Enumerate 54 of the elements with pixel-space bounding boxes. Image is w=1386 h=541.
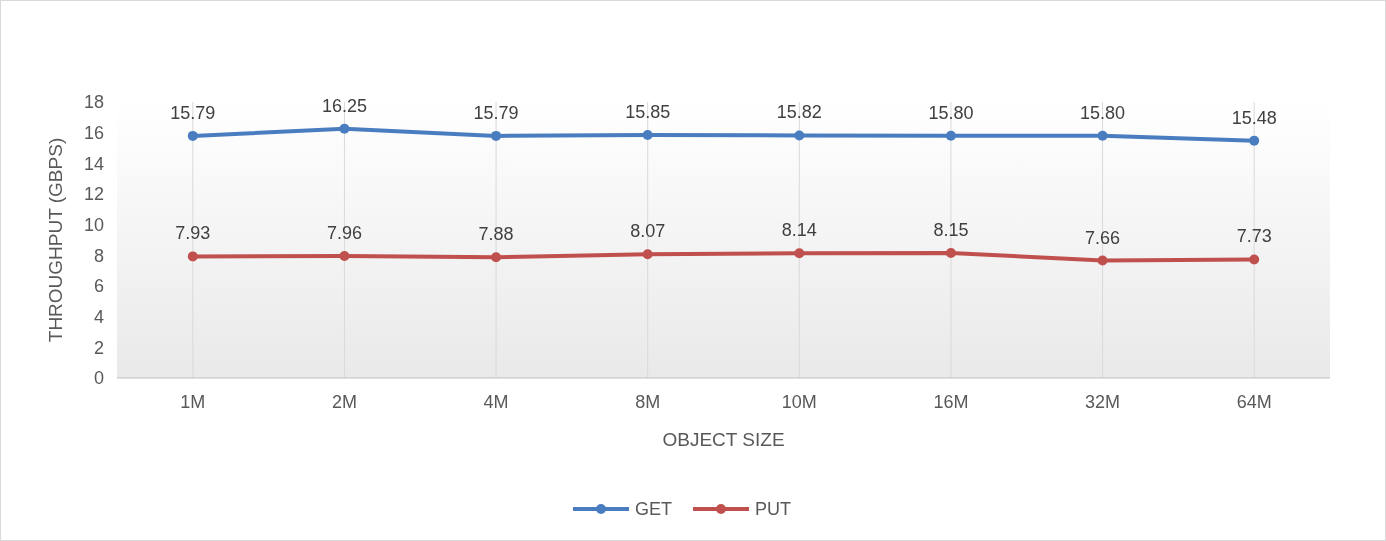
point <box>642 129 653 140</box>
point <box>642 249 653 260</box>
y-tick-label: 16 <box>83 122 104 143</box>
point <box>1249 135 1260 146</box>
data-label: 7.96 <box>326 222 362 243</box>
y-tick-label: 6 <box>93 276 104 297</box>
point <box>1097 255 1108 266</box>
data-label: 7.66 <box>1085 227 1121 248</box>
data-label: 7.73 <box>1236 226 1272 247</box>
point <box>794 130 805 141</box>
data-label: 15.80 <box>1080 102 1126 123</box>
data-label: 15.80 <box>928 102 974 123</box>
y-tick-label: 10 <box>83 214 104 235</box>
data-label: 8.14 <box>781 220 817 241</box>
x-tick-label: 64M <box>1236 392 1272 412</box>
legend-label: PUT <box>755 499 791 520</box>
x-tick-label: 1M <box>180 392 206 412</box>
data-label: 16.25 <box>321 95 367 116</box>
point <box>187 130 198 141</box>
x-tick-label: 16M <box>933 392 969 412</box>
y-tick-label: 2 <box>93 337 104 358</box>
y-tick-label: 14 <box>83 153 104 174</box>
x-tick-label: 2M <box>331 392 357 412</box>
x-tick-label: 4M <box>483 392 509 412</box>
data-label: 15.79 <box>170 102 216 123</box>
x-axis-title: OBJECT SIZE <box>662 429 785 450</box>
data-label: 7.93 <box>175 223 211 244</box>
legend-label: GET <box>635 499 673 520</box>
point <box>491 130 502 141</box>
y-tick-label: 0 <box>93 368 104 389</box>
point <box>339 250 350 261</box>
point <box>1097 130 1108 141</box>
point <box>187 251 198 262</box>
point <box>945 130 956 141</box>
x-tick-label: 10M <box>781 392 817 412</box>
data-label: 8.15 <box>933 220 969 241</box>
x-tick-label: 8M <box>635 392 661 412</box>
y-tick-label: 18 <box>83 92 104 113</box>
data-label: 8.07 <box>630 221 666 242</box>
data-label: 15.79 <box>473 102 519 123</box>
y-tick-label: 12 <box>83 184 104 205</box>
y-tick-label: 4 <box>93 306 104 327</box>
y-tick-label: 8 <box>93 245 104 266</box>
data-label: 15.85 <box>625 101 671 122</box>
data-label: 7.88 <box>478 224 514 245</box>
point <box>339 123 350 134</box>
data-label: 15.82 <box>776 102 822 123</box>
point <box>794 248 805 259</box>
point <box>491 252 502 263</box>
point <box>1249 254 1260 265</box>
y-axis-title: THROUGHPUT (GBPS) <box>45 137 66 343</box>
point <box>945 248 956 259</box>
data-label: 15.48 <box>1231 107 1277 128</box>
x-tick-label: 32M <box>1085 392 1121 412</box>
